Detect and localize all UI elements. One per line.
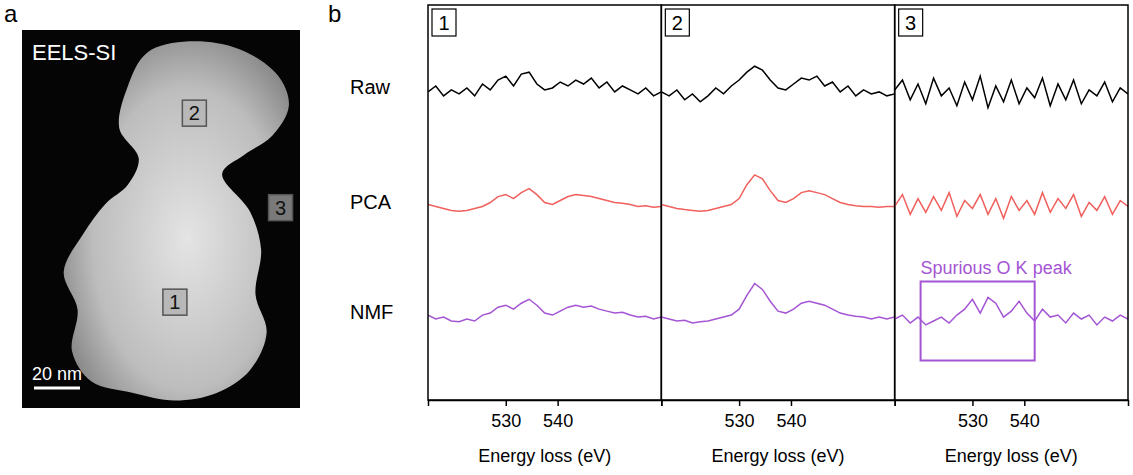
spectrum-line (661, 175, 894, 211)
tick: 530 (491, 400, 521, 431)
tick-mark (506, 400, 508, 406)
panel-number-box (899, 9, 923, 36)
region-label: 2 (189, 102, 200, 124)
x-axis-title: Energy loss (eV) (478, 446, 611, 466)
region-box (182, 100, 206, 126)
panel-number: 2 (672, 12, 683, 34)
panel-number-box (665, 9, 689, 36)
tick-label: 540 (776, 411, 806, 431)
tick: 530 (958, 400, 988, 431)
axis-line (429, 401, 662, 407)
panel-number: 1 (438, 12, 449, 34)
tick: 530 (725, 400, 755, 431)
tick-label: 530 (725, 411, 755, 431)
panel-label: a (4, 0, 18, 27)
row-label: Raw (350, 76, 391, 98)
tick: 540 (1010, 400, 1040, 431)
row-label: PCA (350, 191, 392, 213)
x-axis-title: Energy loss (eV) (945, 446, 1078, 466)
spectrum-line (895, 193, 1128, 219)
tick-mark (557, 400, 559, 406)
axis-line (895, 401, 1128, 407)
spectrum-line (661, 283, 894, 323)
spectrum-line (895, 76, 1128, 108)
tick-mark (1024, 400, 1026, 406)
figure: a EELS-SI 1 2 3 20 nm b 530 540 Energy loss (eV) 1… (0, 0, 1133, 475)
x-axis: 530 540 (662, 400, 895, 431)
tick: 540 (543, 400, 573, 431)
axis-line (662, 401, 895, 407)
image-title: EELS-SI (32, 40, 116, 65)
spectrum-line (895, 297, 1128, 325)
tick-label: 540 (543, 411, 573, 431)
panel-frame (428, 5, 661, 400)
plot-area (428, 72, 661, 322)
tick-label: 540 (1010, 411, 1040, 431)
region-label: 3 (275, 197, 286, 219)
tick-mark (972, 400, 974, 406)
panel-frame (895, 5, 1128, 400)
image-background (22, 30, 300, 408)
plot-area (661, 66, 894, 323)
spectrum-line (428, 299, 661, 322)
region-box (269, 195, 293, 221)
x-axis-title: Energy loss (eV) (711, 446, 844, 466)
plot-area (895, 76, 1128, 360)
tick: 540 (776, 400, 806, 431)
region-label: 1 (169, 291, 180, 313)
scale-bar-label: 20 nm (32, 364, 82, 384)
tick-mark (739, 400, 741, 406)
region-box (163, 289, 187, 315)
panel-frame (661, 5, 894, 400)
spectrum-line (428, 189, 661, 212)
panel-number-box (432, 9, 456, 36)
scale-bar (34, 387, 80, 390)
annotation-label: Spurious O K peak (921, 258, 1073, 278)
tick-label: 530 (958, 411, 988, 431)
annotation-box (921, 282, 1035, 361)
row-label: NMF (350, 301, 393, 323)
tick-label: 530 (491, 411, 521, 431)
panel-label: b (328, 0, 341, 27)
panel-number: 3 (905, 12, 916, 34)
tick-mark (791, 400, 793, 406)
spectrum-line (428, 72, 661, 96)
particle (64, 41, 289, 400)
spectrum-line (661, 66, 894, 102)
x-axis: 530 540 (895, 400, 1128, 431)
x-axis: 530 540 (429, 400, 662, 431)
